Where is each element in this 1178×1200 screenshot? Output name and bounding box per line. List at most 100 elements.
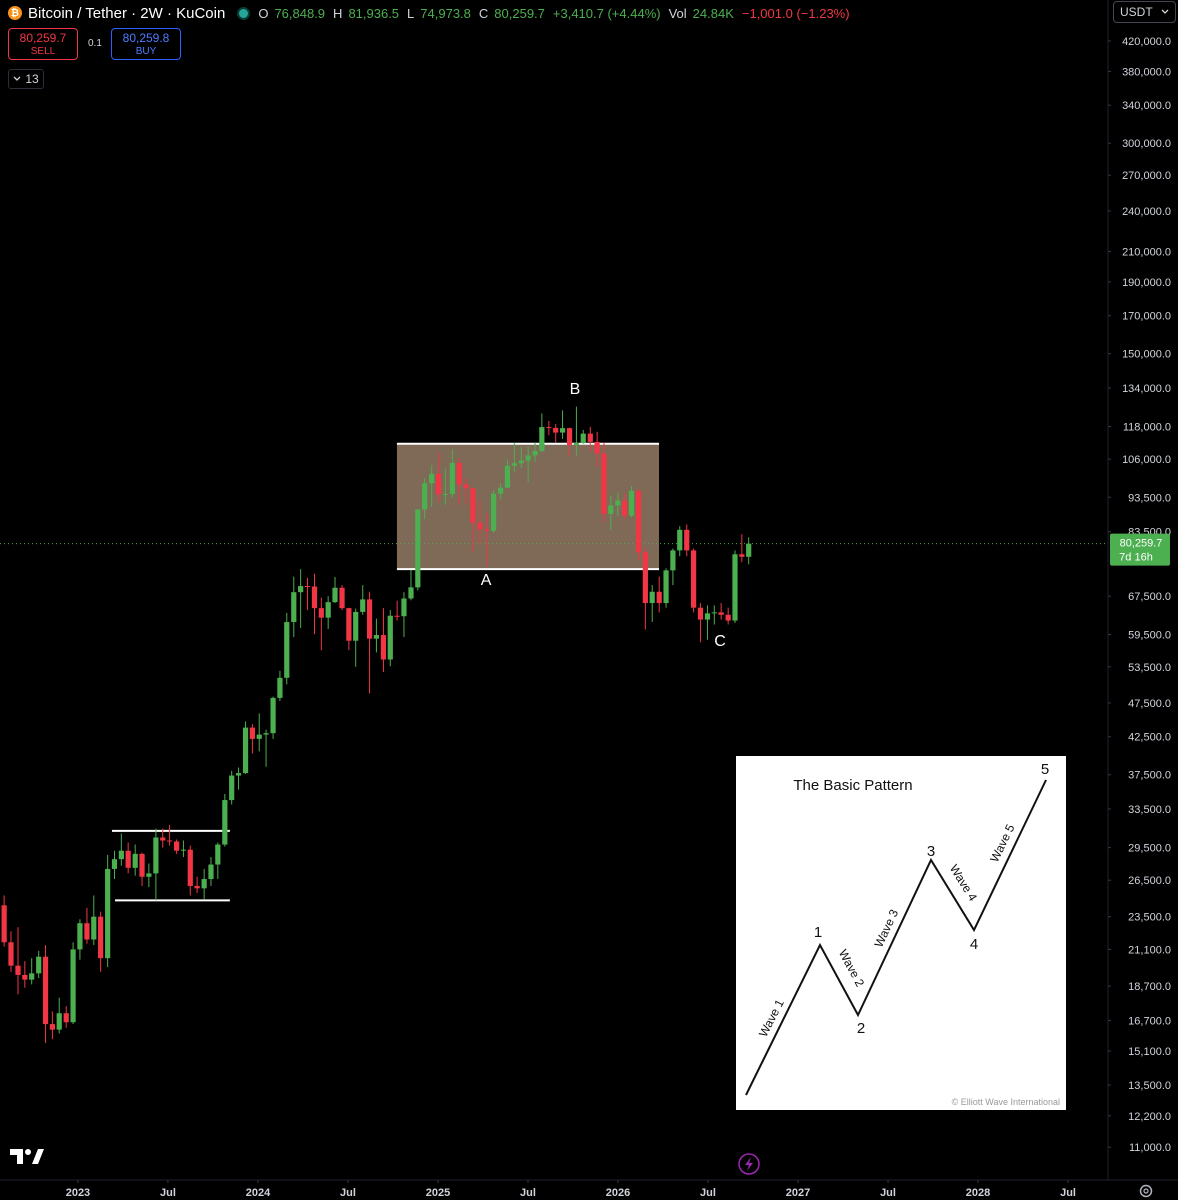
tv-logo [10, 1149, 44, 1164]
last-price-badge [1110, 533, 1170, 566]
candle-body [339, 587, 345, 609]
candle-body [298, 586, 304, 593]
sell-button[interactable]: 80,259.7 SELL [8, 28, 78, 60]
wave-annotation: C [714, 633, 726, 650]
candle-body [477, 522, 483, 530]
y-tick-label: 270,000.0 [1122, 170, 1171, 182]
inset-background [736, 756, 1066, 1110]
wave-annotation: B [570, 381, 581, 398]
x-tick-label: Jul [340, 1187, 356, 1199]
y-tick-label: 42,500.0 [1128, 732, 1171, 744]
candle-body [132, 853, 138, 868]
x-tick-label: 2027 [786, 1187, 810, 1199]
settings-button[interactable] [1139, 1184, 1153, 1198]
chevron [1161, 9, 1169, 14]
candle-body [642, 552, 648, 604]
x-tick-label: Jul [160, 1187, 176, 1199]
wave-point: 5 [1041, 761, 1049, 778]
y-tick-label: 240,000.0 [1122, 206, 1171, 218]
y-tick-label: 420,000.0 [1122, 36, 1171, 48]
candle-body [153, 837, 159, 874]
candle-body [318, 608, 324, 618]
y-tick-label: 53,500.0 [1128, 662, 1171, 674]
last-price-label: 80,259.7 [1120, 538, 1163, 550]
sell-label: SELL [30, 46, 56, 57]
candle-body [511, 463, 517, 466]
candle-body [635, 490, 642, 553]
indicators-count: 13 [25, 72, 39, 86]
y-tick-label: 37,500.0 [1128, 770, 1171, 782]
y-tick-label: 340,000.0 [1122, 100, 1171, 112]
candle-body [704, 613, 711, 620]
x-tick-label: 2024 [246, 1187, 271, 1199]
y-tick-label: 380,000.0 [1122, 66, 1171, 78]
candle-body [670, 550, 676, 571]
candle-body [235, 773, 242, 776]
candle-body [229, 775, 235, 801]
symbol[interactable]: Bitcoin / Tether · 2W · KuCoin [28, 4, 226, 22]
candle-body [718, 612, 724, 615]
candle-body [173, 841, 180, 851]
candle-body [491, 493, 497, 531]
y-tick-label: 11,000.0 [1129, 1142, 1171, 1154]
y-tick-label: 47,500.0 [1128, 698, 1171, 710]
wave-point: 2 [857, 1020, 865, 1037]
candle-body [98, 916, 104, 959]
y-tick-label: 12,200.0 [1128, 1111, 1171, 1123]
candle-body [663, 570, 669, 604]
ohlc-value: 74,973.8 [420, 5, 471, 21]
currency-select[interactable]: USDT [1113, 1, 1176, 23]
indicators-toggle[interactable]: 13 [8, 69, 44, 89]
wave-annotation: A [481, 572, 492, 589]
candle-body [573, 442, 580, 445]
y-tick-label: 18,700.0 [1128, 981, 1171, 993]
candle-body [415, 509, 421, 588]
candle-body [601, 453, 607, 514]
candle-body [435, 473, 442, 495]
x-tick-label: 2025 [426, 1187, 450, 1199]
y-tick-label: 59,500.0 [1128, 630, 1171, 642]
y-tick-label: 21,100.0 [1128, 944, 1171, 956]
candle-body [291, 592, 297, 623]
candle-body [622, 500, 628, 516]
candle-body [594, 441, 600, 454]
candle-body [546, 427, 552, 429]
candle-body [22, 974, 28, 980]
candle-body [180, 849, 187, 851]
candle-body [105, 868, 111, 959]
wave-path [745, 779, 1047, 1096]
ohlc-key: H [333, 5, 343, 21]
y-tick-label: 13,500.0 [1128, 1080, 1171, 1092]
candle-body [208, 864, 214, 880]
volume: 24.84K [692, 5, 734, 21]
candle-body [408, 587, 414, 599]
x-tick-label: Jul [520, 1187, 536, 1199]
y-tick-label: 26,500.0 [1128, 875, 1171, 887]
header: ₿ Bitcoin / Tether · 2W · KuCoin O 76,848… [8, 3, 850, 23]
y-tick-label: 67,500.0 [1128, 591, 1171, 603]
candle-body [56, 1013, 62, 1030]
candle-body [160, 837, 166, 841]
ohlc-key: C [478, 5, 489, 21]
candle-body [15, 965, 21, 975]
x-tick-label: 2026 [606, 1187, 630, 1199]
candle-body [70, 949, 76, 1023]
candle-body [656, 591, 662, 604]
lightning-button[interactable] [738, 1153, 760, 1175]
y-tick-label: 93,500.0 [1128, 492, 1171, 504]
candle-body [346, 608, 352, 641]
candle-body [360, 599, 366, 612]
candle-body [373, 635, 380, 639]
candle-body [125, 850, 131, 868]
candle-body [394, 615, 400, 617]
y-tick-label: 16,700.0 [1128, 1015, 1171, 1027]
currency: USDT [1120, 5, 1153, 19]
candle-body [628, 490, 635, 516]
x-tick-label: 2028 [966, 1187, 990, 1199]
quantity: 0.1 [88, 38, 102, 49]
candle-body [29, 973, 35, 980]
candle-body [732, 554, 738, 621]
candle-body [463, 484, 469, 489]
y-tick-label: 15,100.0 [1128, 1046, 1171, 1058]
buy-button[interactable]: 80,259.8 BUY [111, 28, 181, 60]
